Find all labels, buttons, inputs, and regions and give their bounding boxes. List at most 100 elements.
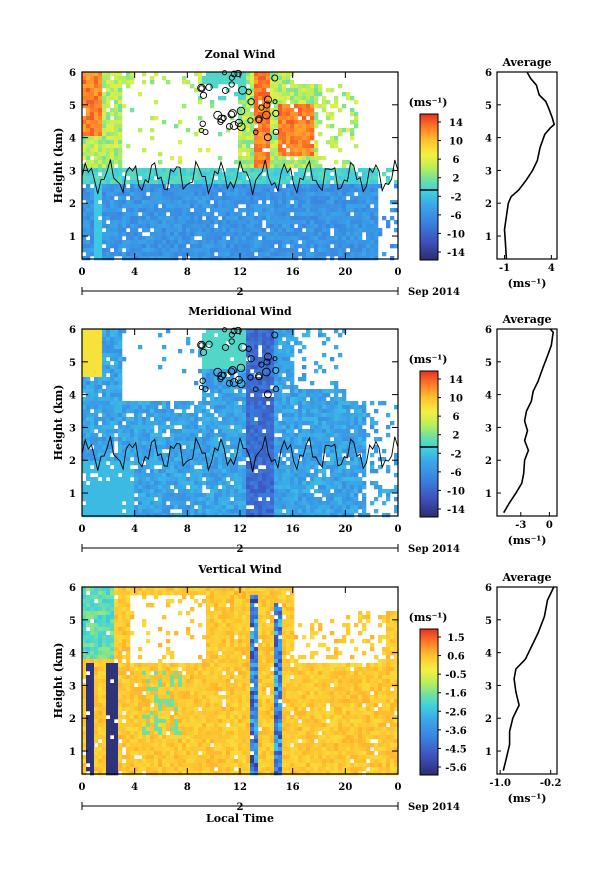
heatmap-cell (114, 333, 119, 338)
heatmap-cell (250, 136, 255, 141)
heatmap-cell (338, 485, 343, 490)
heatmap-cell (186, 176, 191, 181)
heatmap-cell (154, 212, 159, 217)
heatmap-cell (134, 240, 139, 245)
heatmap-cell (270, 389, 275, 394)
heatmap-cell (314, 397, 319, 402)
heatmap-cell (182, 200, 187, 205)
heatmap-cell (242, 224, 247, 229)
heatmap-cell (254, 441, 259, 446)
heatmap-cell (258, 92, 263, 97)
heatmap-cell (90, 236, 95, 241)
heatmap-cell (274, 441, 279, 446)
heatmap-cell (254, 421, 259, 426)
heatmap-cell (110, 337, 115, 342)
heatmap-cell (150, 128, 155, 133)
heatmap-cell (190, 485, 195, 490)
heatmap-cell (118, 232, 123, 237)
heatmap-cell (218, 248, 223, 253)
heatmap-cell (110, 469, 115, 474)
colorbar-tick-label: -2 (450, 192, 461, 203)
heatmap-cell (90, 417, 95, 422)
heatmap-cell (262, 509, 267, 514)
heatmap-cell (110, 176, 115, 181)
heatmap-cell (202, 505, 207, 510)
heatmap-cell (158, 188, 163, 193)
heatmap-cell (82, 461, 87, 466)
heatmap-cell (102, 369, 107, 374)
heatmap-cell (178, 457, 183, 462)
heatmap-cell (334, 144, 339, 149)
heatmap-cell (86, 200, 91, 205)
heatmap-cell (94, 361, 99, 366)
heatmap-cell (162, 192, 167, 197)
heatmap-cell (330, 224, 335, 229)
heatmap-cell (218, 381, 223, 386)
heatmap-cell (298, 180, 303, 185)
heatmap-cell (218, 497, 223, 502)
heatmap-cell (106, 240, 111, 245)
heatmap-cell (314, 413, 319, 418)
heatmap-cell (298, 136, 303, 141)
heatmap-cell (306, 132, 311, 137)
heatmap-cell (98, 425, 103, 430)
heatmap-cell (242, 477, 247, 482)
heatmap-cell (146, 252, 151, 257)
heatmap-cell (170, 501, 175, 506)
heatmap-cell (342, 224, 347, 229)
heatmap-cell (366, 256, 371, 261)
heatmap-cell (186, 184, 191, 189)
heatmap-cell (206, 349, 211, 354)
heatmap-cell (362, 212, 367, 217)
heatmap-cell (86, 88, 91, 93)
heatmap-cell (130, 489, 135, 494)
heatmap-cell (246, 425, 251, 430)
heatmap-cell (214, 337, 219, 342)
heatmap-cell (238, 393, 243, 398)
heatmap-cell (230, 212, 235, 217)
heatmap-cell (146, 489, 151, 494)
heatmap-cell (186, 413, 191, 418)
heatmap-cell (270, 184, 275, 189)
heatmap-cell (254, 353, 259, 358)
heatmap-cell (234, 417, 239, 422)
heatmap-cell (326, 124, 331, 129)
heatmap-cell (170, 489, 175, 494)
heatmap-cell (138, 441, 143, 446)
heatmap-cell (86, 381, 91, 386)
heatmap-cell (90, 385, 95, 390)
heatmap-cell (250, 449, 255, 454)
heatmap-cell (206, 509, 211, 514)
heatmap-cell (258, 445, 263, 450)
heatmap-cell (98, 345, 103, 350)
heatmap-cell (310, 256, 315, 261)
heatmap-cell (234, 244, 239, 249)
heatmap-cell (334, 240, 339, 245)
heatmap-cell (226, 377, 231, 382)
heatmap-cell (318, 477, 323, 482)
heatmap-cell (134, 232, 139, 237)
heatmap-cell (114, 148, 119, 153)
heatmap-cell (190, 481, 195, 486)
heatmap-cell (98, 405, 103, 410)
heatmap-cell (302, 345, 307, 350)
heatmap-cell (290, 92, 295, 97)
heatmap-cell (182, 184, 187, 189)
heatmap-cell (162, 501, 167, 506)
heatmap-cell (182, 465, 187, 470)
heatmap-cell (338, 212, 343, 217)
heatmap-cell (262, 421, 267, 426)
heatmap-cell (118, 477, 123, 482)
heatmap-cell (290, 84, 295, 89)
heatmap-cell (330, 493, 335, 498)
heatmap-cell (250, 184, 255, 189)
heatmap-cell (110, 140, 115, 145)
heatmap-cell (110, 240, 115, 245)
heatmap-cell (98, 116, 103, 121)
heatmap-cell (286, 180, 291, 185)
heatmap-cell (242, 248, 247, 253)
heatmap-cell (330, 477, 335, 482)
heatmap-cell (318, 505, 323, 510)
heatmap-cell (194, 429, 199, 434)
heatmap-cell (334, 489, 339, 494)
